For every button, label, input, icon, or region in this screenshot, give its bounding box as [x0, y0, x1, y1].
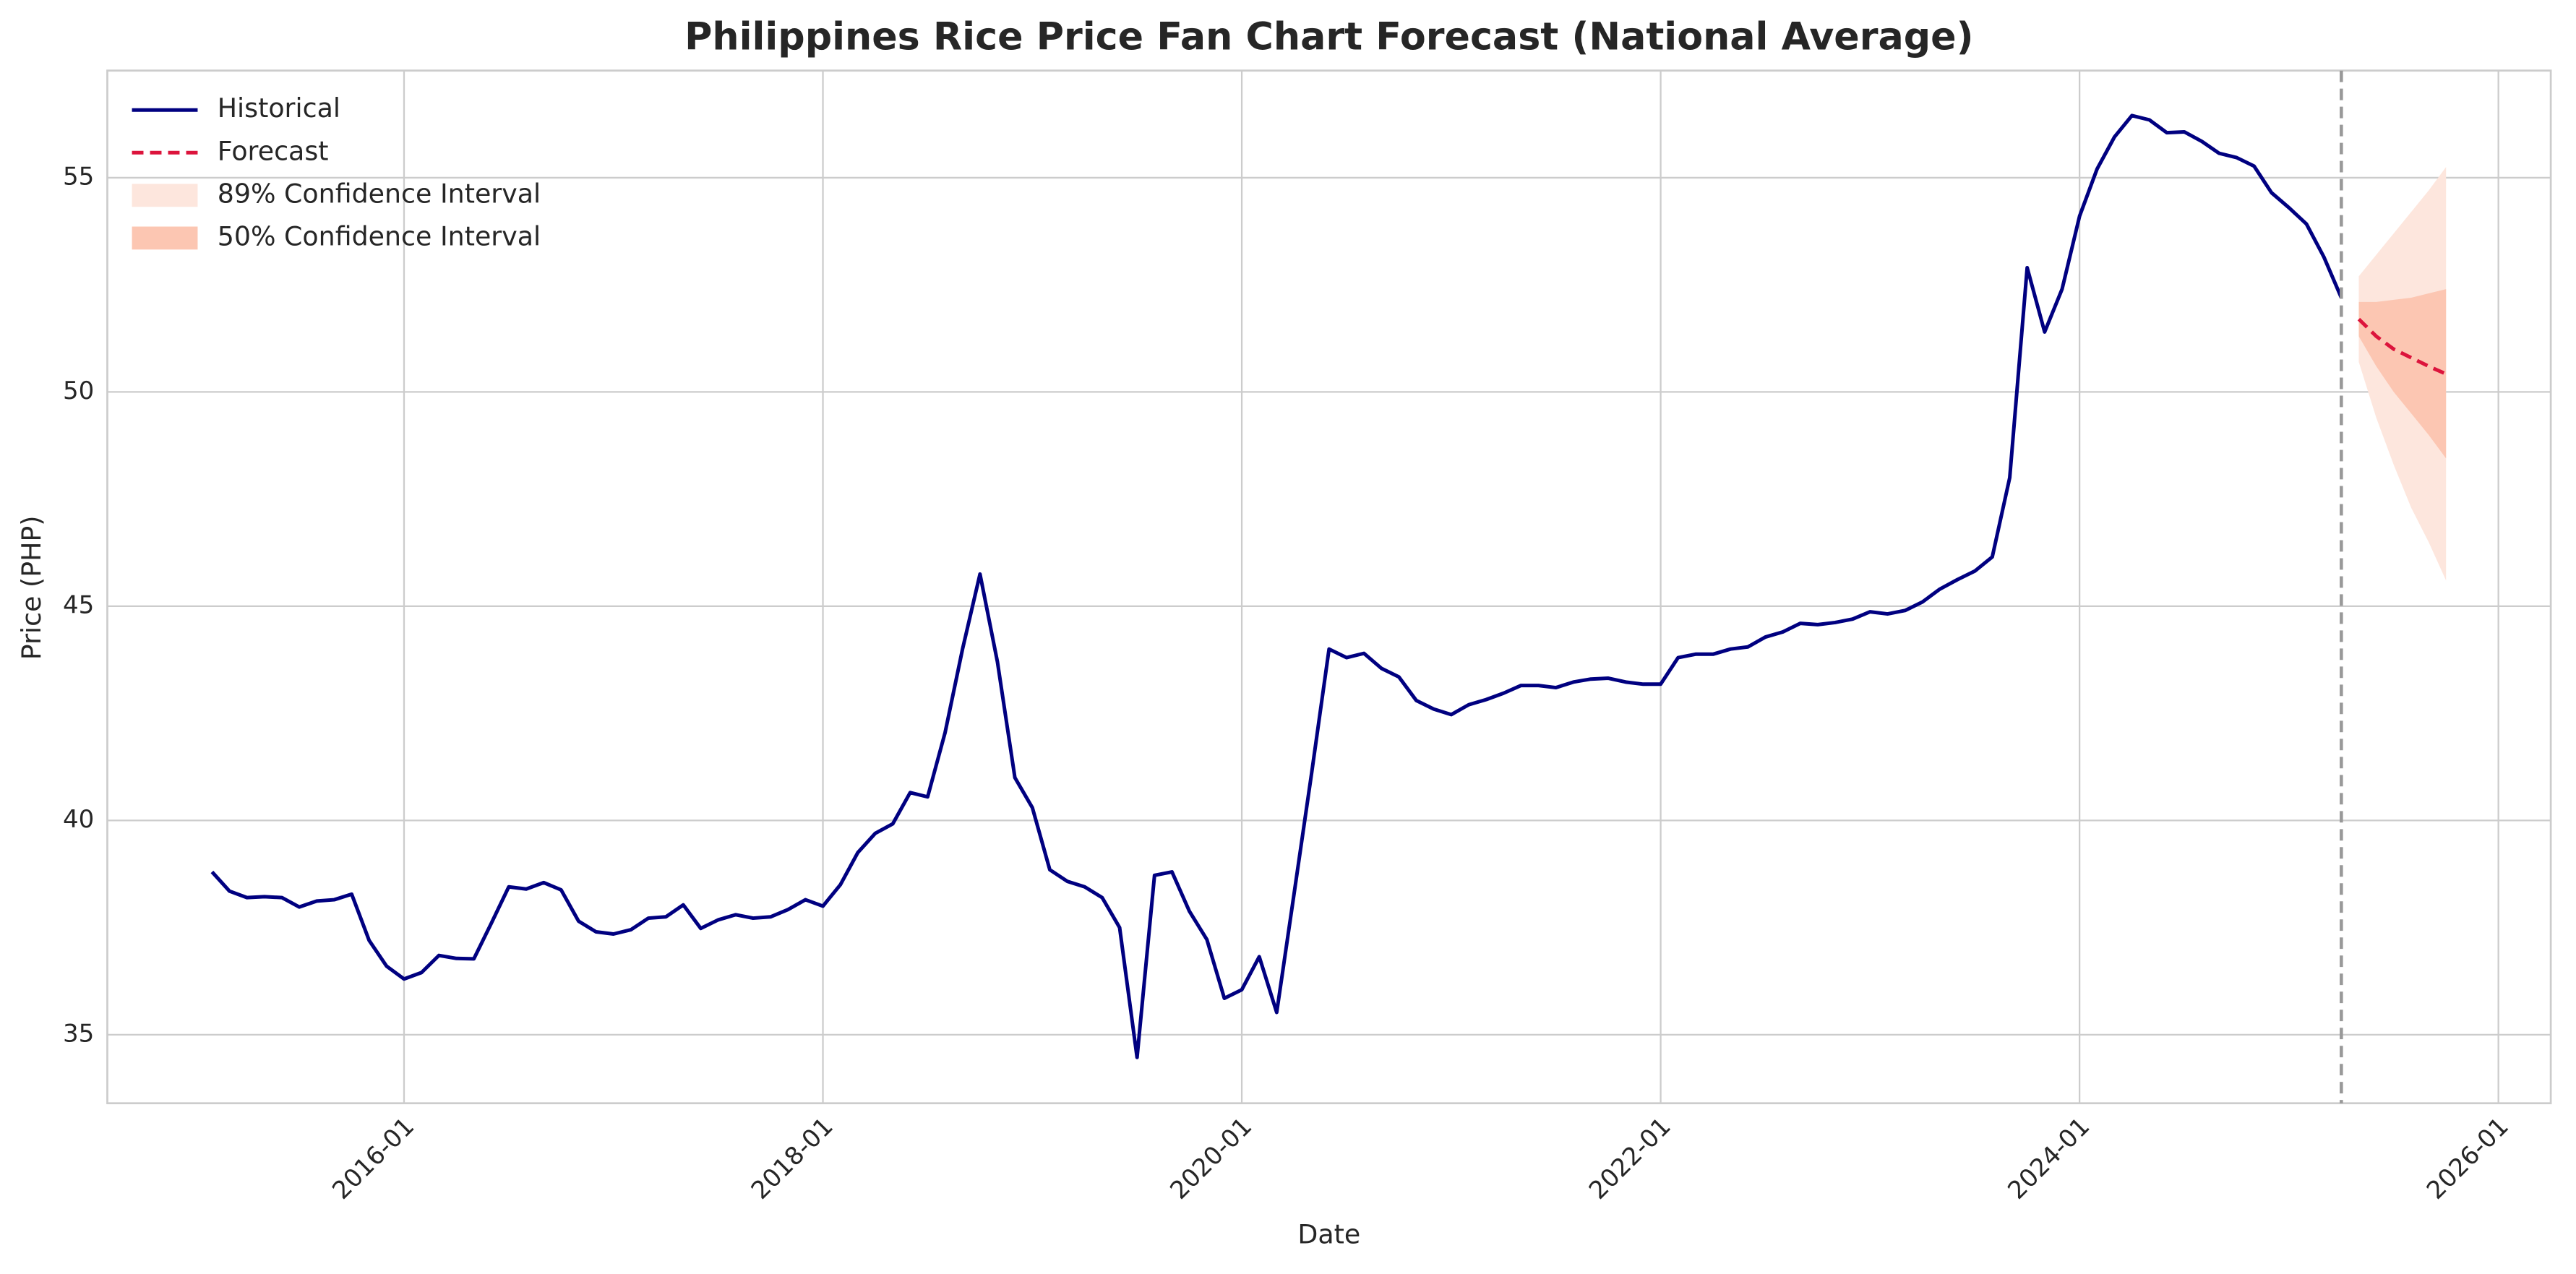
- x-axis-label: Date: [1297, 1219, 1360, 1250]
- legend-label: 89% Confidence Interval: [218, 178, 541, 209]
- legend-label: Forecast: [218, 135, 329, 166]
- y-tick-label: 45: [63, 590, 94, 619]
- chart-title: Philippines Rice Price Fan Chart Forecas…: [684, 16, 1973, 59]
- x-tick-label: 2020-01: [1164, 1112, 1258, 1205]
- legend-label: 50% Confidence Interval: [218, 220, 541, 251]
- x-tick-label: 2024-01: [2002, 1112, 2095, 1205]
- y-tick-label: 50: [63, 376, 94, 405]
- y-tick-label: 40: [63, 805, 94, 834]
- legend-label: Historical: [218, 92, 340, 124]
- plot-frame: [106, 69, 2552, 1105]
- legend-swatch: [132, 226, 198, 250]
- y-tick-label: 35: [63, 1019, 94, 1048]
- x-tick-label: 2016-01: [327, 1112, 420, 1205]
- y-tick-label: 55: [63, 162, 94, 191]
- confidence-band: [2358, 289, 2447, 459]
- legend-swatch: [132, 184, 198, 207]
- historical-line: [210, 113, 2343, 1059]
- forecast-line: [2357, 317, 2447, 376]
- x-tick-label: 2022-01: [1584, 1112, 1677, 1205]
- y-axis-label: Price (PHP): [16, 515, 47, 660]
- x-tick-label: 2026-01: [2421, 1112, 2515, 1205]
- x-tick-label: 2018-01: [746, 1112, 839, 1205]
- legend: Historical Forecast 89% Confidence Interva…: [132, 92, 541, 251]
